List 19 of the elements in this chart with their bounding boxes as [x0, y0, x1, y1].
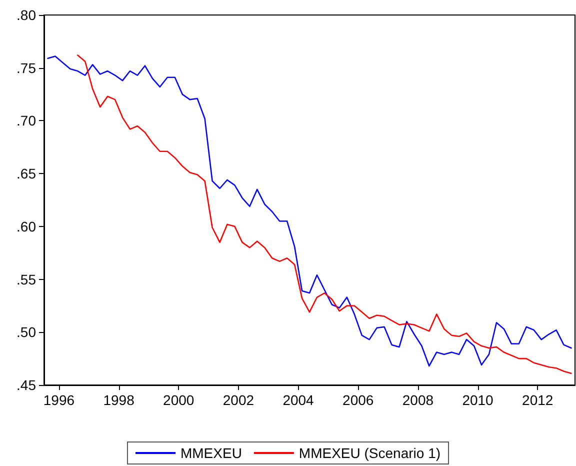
x-tick-label: 2010	[462, 392, 494, 408]
y-tick-label: .65	[16, 166, 36, 182]
x-tick-label: 2002	[222, 392, 254, 408]
y-tick-label: .50	[16, 324, 36, 340]
legend-label: MMEXEU	[180, 445, 242, 461]
y-tick-label: .70	[16, 112, 36, 129]
y-tick-label: .55	[16, 271, 36, 288]
x-tick-label: 1996	[43, 392, 75, 408]
x-tick-label: 2004	[282, 392, 314, 408]
x-tick-label: 2012	[522, 392, 554, 408]
x-tick-label: 2008	[402, 392, 434, 408]
y-tick-label: .80	[16, 7, 36, 23]
legend-label: MMEXEU (Scenario 1)	[298, 445, 441, 461]
y-tick-label: .45	[16, 377, 36, 393]
x-tick-label: 2000	[163, 392, 194, 408]
y-tick-label: .60	[16, 218, 36, 234]
x-tick-label: 1998	[103, 392, 135, 408]
y-tick-label: .75	[16, 60, 36, 76]
x-tick-label: 2006	[342, 392, 374, 408]
